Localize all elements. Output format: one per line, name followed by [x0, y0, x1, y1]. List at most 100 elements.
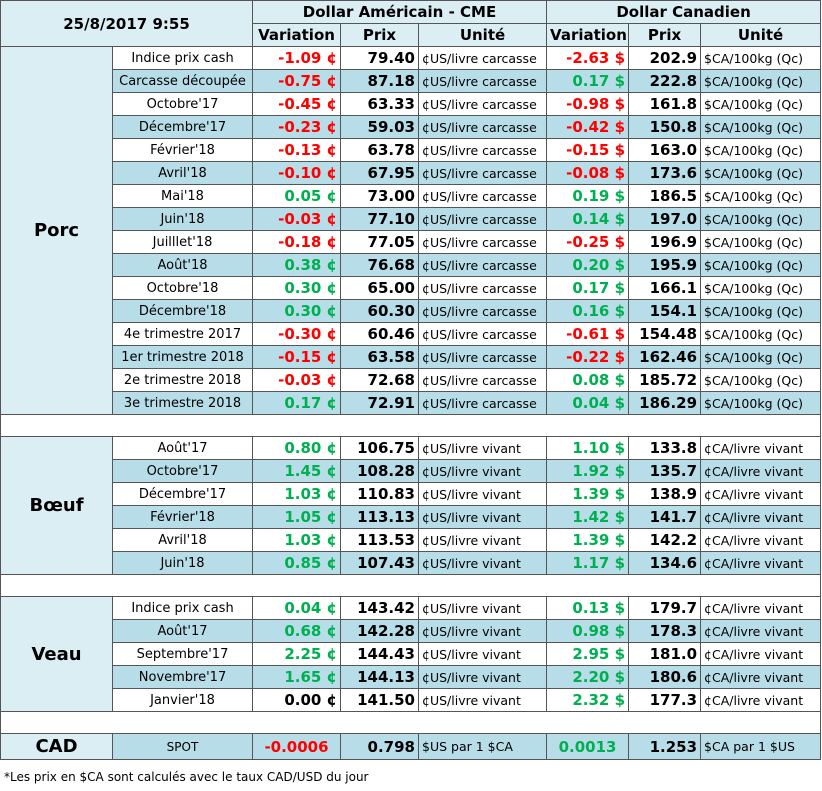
prix-usd: 113.13 [340, 505, 419, 529]
prix-usd: 113.53 [340, 528, 419, 552]
prix-cad: 133.8 [628, 436, 702, 460]
variation-usd: 0.04 ¢ [252, 596, 341, 620]
unit-usd: ¢US/livre carcasse [417, 46, 548, 70]
prix-cad: 154.1 [628, 299, 702, 323]
row [0, 711, 822, 734]
variation-usd: -0.18 ¢ [252, 230, 341, 254]
prix-cad: 222.8 [628, 69, 702, 93]
prix-cad: 185.72 [628, 368, 702, 392]
column-header: Prix [628, 23, 702, 47]
prix-usd: 63.58 [340, 345, 419, 369]
cad-title: Dollar Canadien [546, 0, 822, 24]
unit-cad: ¢CA/livre vivant [700, 619, 822, 643]
unit-usd: ¢US/livre carcasse [417, 230, 548, 254]
column-header: Prix [340, 23, 419, 47]
item: Octobre'18 [112, 276, 253, 300]
unit-cad: $CA par 1 $US [700, 733, 822, 760]
variation-cad: 1.42 $ [546, 505, 630, 529]
variation-usd: -0.30 ¢ [252, 322, 341, 346]
row: Porc Indice prix cash -1.09 ¢ 79.40 ¢US/livr… [0, 46, 822, 415]
prix-usd: 143.42 [340, 596, 419, 620]
prix-usd: 77.05 [340, 230, 419, 254]
prix-cad: 177.3 [628, 688, 702, 712]
row: 4e trimestre 2017 -0.30 ¢ 60.46 ¢US/livre c… [1, 322, 822, 346]
row: Variation Prix Unité Variation Prix Unité [1, 23, 822, 47]
prix-usd: 144.43 [340, 642, 419, 666]
variation-usd: 0.38 ¢ [252, 253, 341, 277]
row: Avril'18 1.03 ¢ 113.53 ¢US/livre vivant 1.39… [1, 528, 822, 552]
prix-cad: 141.7 [628, 505, 702, 529]
prix-cad: 186.5 [628, 184, 702, 208]
spacer [0, 414, 822, 437]
variation-cad: 1.39 $ [546, 482, 630, 506]
row: Janvier'18 0.00 ¢ 141.50 ¢US/livre vivant 2.… [1, 688, 822, 712]
item: 2e trimestre 2018 [112, 368, 253, 392]
variation-usd: -0.03 ¢ [252, 368, 341, 392]
item: Août'17 [112, 436, 253, 460]
variation-cad: 0.98 $ [546, 619, 630, 643]
row: Carcasse découpée -0.75 ¢ 87.18 ¢US/livre c… [1, 69, 822, 93]
prix-usd: 142.28 [340, 619, 419, 643]
unit-usd: ¢US/livre vivant [417, 619, 548, 643]
prix-cad: 179.7 [628, 596, 702, 620]
variation-cad: -0.42 $ [546, 115, 630, 139]
variation-cad: -0.22 $ [546, 345, 630, 369]
unit-cad: $CA/100kg (Qc) [700, 368, 822, 392]
item: Juin'18 [112, 207, 253, 231]
item: Août'17 [112, 619, 253, 643]
column-header: Variation [546, 23, 630, 47]
item: Novembre'17 [112, 665, 253, 689]
variation-cad: 0.17 $ [546, 69, 630, 93]
unit-cad: $CA/100kg (Qc) [700, 345, 822, 369]
variation-usd: -0.75 ¢ [252, 69, 341, 93]
item: 3e trimestre 2018 [112, 391, 253, 415]
item: Juin'18 [112, 551, 253, 575]
unit-cad: ¢CA/livre vivant [700, 505, 822, 529]
prix-cad: 138.9 [628, 482, 702, 506]
unit-cad: ¢CA/livre vivant [700, 528, 822, 552]
unit-usd: ¢US/livre vivant [417, 596, 548, 620]
prix-usd: 107.43 [340, 551, 419, 575]
row: Bœuf Août'17 0.80 ¢ 106.75 ¢US/livre vivant 1… [0, 436, 822, 575]
variation-cad: 1.39 $ [546, 528, 630, 552]
row: Juilllet'18 -0.18 ¢ 77.05 ¢US/livre carcass… [1, 230, 822, 254]
unit-cad: $CA/100kg (Qc) [700, 161, 822, 185]
variation-cad: 0.20 $ [546, 253, 630, 277]
unit-cad: $CA/100kg (Qc) [700, 69, 822, 93]
unit-cad: ¢CA/livre vivant [700, 688, 822, 712]
row: 1er trimestre 2018 -0.15 ¢ 63.58 ¢US/livre … [1, 345, 822, 369]
item: Février'18 [112, 505, 253, 529]
prix-cad: 178.3 [628, 619, 702, 643]
prix-usd: 73.00 [340, 184, 419, 208]
unit-usd: ¢US/livre vivant [417, 436, 548, 460]
unit-usd: ¢US/livre vivant [417, 551, 548, 575]
item: Décembre'18 [112, 299, 253, 323]
unit-usd: ¢US/livre vivant [417, 528, 548, 552]
row: Décembre'17 1.03 ¢ 110.83 ¢US/livre vivant 1… [1, 482, 822, 506]
unit-usd: $US par 1 $CA [417, 733, 548, 760]
unit-cad: $CA/100kg (Qc) [700, 207, 822, 231]
variation-cad: 2.20 $ [546, 665, 630, 689]
variation-usd: -0.03 ¢ [252, 207, 341, 231]
unit-cad: ¢CA/livre vivant [700, 596, 822, 620]
prix-usd: 67.95 [340, 161, 419, 185]
variation-usd: 0.85 ¢ [252, 551, 341, 575]
unit-usd: ¢US/livre vivant [417, 459, 548, 483]
prix-cad: 197.0 [628, 207, 702, 231]
unit-cad: $CA/100kg (Qc) [700, 276, 822, 300]
item: Octobre'17 [112, 459, 253, 483]
variation-usd: 2.25 ¢ [252, 642, 341, 666]
unit-usd: ¢US/livre carcasse [417, 391, 548, 415]
variation-cad: 2.95 $ [546, 642, 630, 666]
unit-cad: $CA/100kg (Qc) [700, 46, 822, 70]
variation-usd: -0.23 ¢ [252, 115, 341, 139]
prix-usd: 76.68 [340, 253, 419, 277]
item: SPOT [112, 733, 253, 760]
column-header: Unité [417, 23, 548, 47]
section-label: Porc [0, 46, 113, 415]
unit-cad: $CA/100kg (Qc) [700, 253, 822, 277]
row [0, 574, 822, 597]
row: Avril'18 -0.10 ¢ 67.95 ¢US/livre carcasse -0… [1, 161, 822, 185]
variation-usd: 0.05 ¢ [252, 184, 341, 208]
unit-usd: ¢US/livre carcasse [417, 345, 548, 369]
